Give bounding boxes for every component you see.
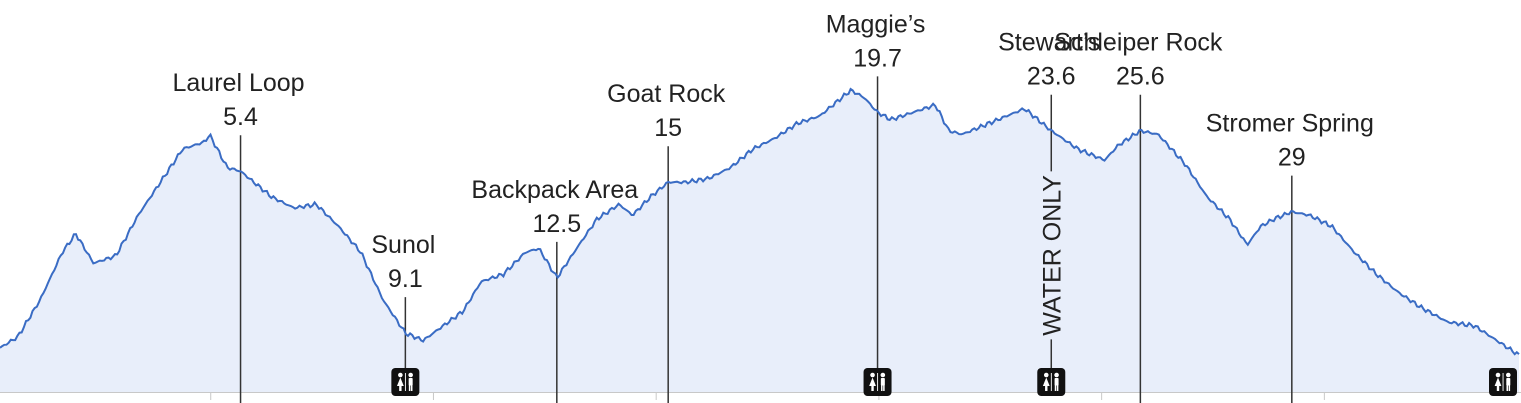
aid-station-mile: 12.5: [532, 210, 581, 238]
aid-station-layer: [239, 76, 1293, 403]
water-only-note: WATER ONLY: [1038, 175, 1066, 336]
restroom-icon-layer: [391, 368, 1517, 396]
elevation-area-fill: [0, 89, 1519, 392]
aid-station-name: Stromer Spring: [1206, 110, 1374, 138]
aid-station-name: Schleiper Rock: [1054, 29, 1223, 57]
restroom-icon: [391, 368, 420, 396]
aid-station-name: Stewart’s: [998, 29, 1100, 57]
aid-station-mile: 29: [1278, 144, 1306, 172]
restroom-icon: [1489, 368, 1517, 396]
aid-station-name: Sunol: [371, 231, 435, 259]
aid-station-mile: 15: [654, 114, 682, 142]
aid-station-label-layer: Laurel Loop 5.4 Sunol 9.1 Backpack Area 12.5 G…: [173, 10, 1374, 335]
aid-station-mile: 23.6: [1027, 63, 1076, 91]
mile-tick-layer: [210, 392, 1325, 400]
aid-station-mile: 25.6: [1116, 63, 1165, 91]
aid-station-name: Backpack Area: [471, 176, 638, 204]
aid-station-mile: 5.4: [223, 103, 258, 131]
restroom-icon: [863, 368, 892, 396]
restroom-icon: [1037, 368, 1066, 396]
aid-station-mile: 19.7: [853, 44, 902, 72]
aid-station-name: Laurel Loop: [173, 69, 305, 97]
aid-station-mile: 9.1: [388, 265, 423, 293]
aid-station-name: Goat Rock: [607, 80, 726, 108]
aid-station-name: Maggie’s: [826, 10, 926, 38]
elevation-profile-line: [0, 87, 1520, 356]
